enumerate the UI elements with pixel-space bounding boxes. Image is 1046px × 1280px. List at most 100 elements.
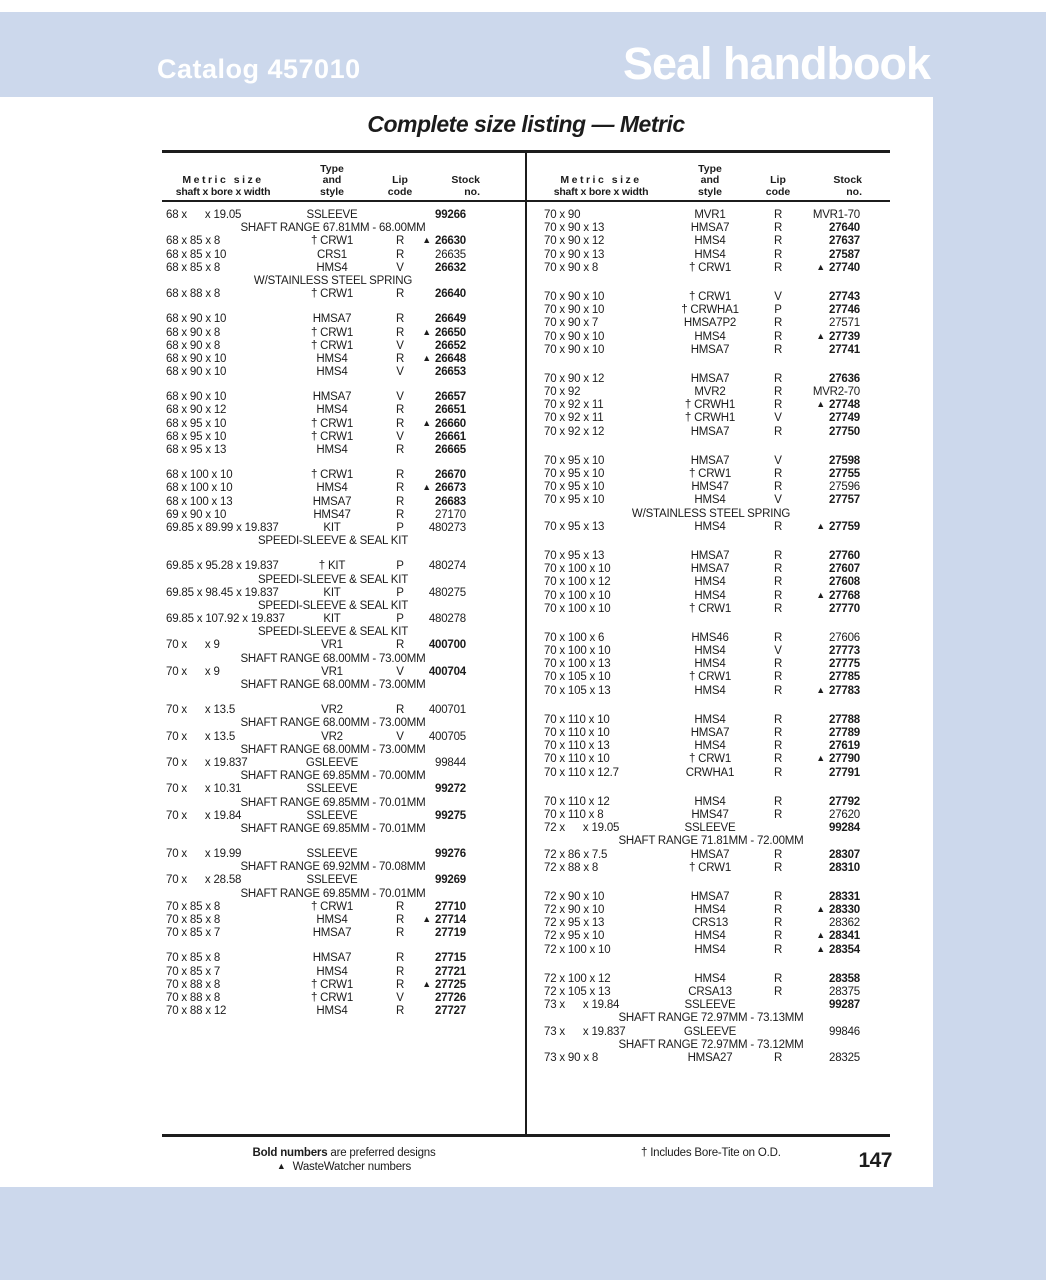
table-row: 68 x 88 x 8 † CRW1 R 26640 xyxy=(162,288,526,301)
wastewatcher-triangle-icon: ▲ xyxy=(422,978,432,989)
cell-type-style: HMS46 xyxy=(691,631,729,644)
cell-stock-no: ▲ 26660 xyxy=(422,417,466,430)
cell-lip-code: V xyxy=(396,430,404,443)
table-row: 70 x 90 x 12 HMSA7 R 27636 xyxy=(526,373,890,386)
cell-type-style: † CRW1 xyxy=(688,753,732,766)
cell-lip-code: R xyxy=(773,753,783,766)
cell-metric-size: 70 x 95 x 10 xyxy=(544,494,605,507)
table-row: 70 x 100 x 13 HMS4 R 27775 xyxy=(526,658,890,671)
cell-stock-no: 99844 xyxy=(435,756,466,769)
cell-stock-no: 400701 xyxy=(428,704,466,717)
row-group: 68 x 100 x 10 † CRW1 R 26670 68 x 100 x 10 HM… xyxy=(162,469,526,548)
wastewatcher-triangle-icon: ▲ xyxy=(816,330,826,341)
cell-metric-size: 70 x x 19.99 xyxy=(166,848,242,861)
note-row: W/STAINLESS STEEL SPRING xyxy=(631,507,791,520)
cell-stock-no: 27785 xyxy=(829,671,860,684)
cell-stock-no: 27606 xyxy=(829,631,860,644)
type-style-header: Type and style xyxy=(698,162,722,198)
table-row: 72 x 86 x 7.5 HMSA7 R 28307 xyxy=(526,849,890,862)
cell-type-style: HMSA7 xyxy=(690,549,730,562)
metric-size-header-label: Metric size xyxy=(182,174,264,186)
cell-stock-no: 400705 xyxy=(428,730,466,743)
cell-metric-size: 72 x 90 x 10 xyxy=(544,904,605,917)
cell-metric-size: 68 x 90 x 10 xyxy=(166,366,227,379)
cell-type-style: SSLEEVE xyxy=(306,783,358,796)
cell-lip-code: R xyxy=(773,1051,783,1064)
table-row: 70 x 100 x 10 † CRW1 R 27770 xyxy=(526,603,890,616)
cell-stock-no: MVR1-70 xyxy=(812,209,860,221)
cell-stock-no: 27757 xyxy=(829,494,860,507)
cell-type-style: HMSA7 xyxy=(312,952,352,965)
note-row: SHAFT RANGE 69.85MM - 70.01MM xyxy=(240,822,426,835)
cell-stock-no: 27749 xyxy=(829,412,860,425)
table-row: 68 x 95 x 10 † CRW1 R ▲ 26660 xyxy=(162,418,526,431)
table-row: 70 x 100 x 10 HMS4 R ▲ 27768 xyxy=(526,590,890,603)
cell-metric-size: 73 x 90 x 8 xyxy=(544,1051,599,1064)
cell-type-style: MVR2 xyxy=(694,386,726,399)
cell-stock-no: ▲ 27740 xyxy=(816,261,860,274)
table-row: 72 x 100 x 12 HMS4 R 28358 xyxy=(526,973,890,986)
cell-stock-no: 26632 xyxy=(435,261,466,274)
table-row: 70 x x 9 VR1 R 400700 xyxy=(162,639,526,652)
cell-type-style: † CRW1 xyxy=(688,290,732,303)
cell-stock-no: 27637 xyxy=(829,235,860,248)
cell-stock-no: 26683 xyxy=(435,495,466,508)
cell-lip-code: R xyxy=(395,952,405,965)
cell-type-style: † CRW1 xyxy=(688,671,732,684)
cell-stock-no: ▲ 26650 xyxy=(422,326,466,339)
table-row: 70 x x 19.99 SSLEEVE 99276 xyxy=(162,848,526,861)
cell-lip-code: R xyxy=(395,927,405,940)
table-row: 69 x 90 x 10 HMS47 R 27170 xyxy=(162,509,526,522)
page-number: 147 xyxy=(858,1149,892,1172)
cell-stock-no: 28325 xyxy=(829,1051,860,1064)
cell-metric-size: 69.85 x 95.28 x 19.837 xyxy=(166,560,279,573)
metric-size-header-sub: shaft x bore x width xyxy=(175,185,271,198)
cell-metric-size: 69.85 x 98.45 x 19.837 xyxy=(166,586,279,599)
cell-lip-code: R xyxy=(773,986,783,998)
cell-metric-size: 72 x 95 x 13 xyxy=(544,917,605,930)
cell-type-style: HMS4 xyxy=(316,261,348,274)
cell-lip-code: R xyxy=(773,917,783,930)
table-row: 70 x x 9 VR1 V 400704 xyxy=(162,666,526,679)
cell-type-style: MVR1 xyxy=(694,209,726,221)
cell-lip-code: R xyxy=(773,549,783,562)
table-row: 70 x 105 x 10 † CRW1 R 27785 xyxy=(526,671,890,684)
cell-type-style: GSLEEVE xyxy=(683,1025,737,1038)
cell-metric-size: 70 x 110 x 8 xyxy=(544,808,604,821)
cell-metric-size: 70 x x 19.84 xyxy=(166,809,242,822)
table-row: 70 x 92 x 11 † CRWH1 R ▲ 27748 xyxy=(526,399,890,412)
cell-lip-code: R xyxy=(773,222,783,235)
table-row: 70 x 88 x 12 HMS4 R 27727 xyxy=(162,1005,526,1018)
row-group: 70 x 90 x 12 HMSA7 R 27636 70 x 92 MVR2 R MVR2-… xyxy=(526,373,890,439)
legend-right: † Includes Bore-Tite on O.D. 147 xyxy=(526,1146,892,1174)
cell-type-style: HMS4 xyxy=(316,366,348,379)
note-row: SHAFT RANGE 69.85MM - 70.01MM xyxy=(240,796,426,809)
row-group: 70 x 90 x 10 † CRW1 V 27743 70 x 90 x 10 † CR… xyxy=(526,291,890,357)
cell-type-style: † KIT xyxy=(318,560,346,573)
cell-stock-no: 480275 xyxy=(428,586,466,599)
table-row: 70 x x 19.84 SSLEEVE 99275 xyxy=(162,810,526,823)
cell-metric-size: 70 x 90 x 12 xyxy=(544,372,605,385)
cell-type-style: CRS13 xyxy=(691,917,729,930)
table-row: 73 x x 19.84 SSLEEVE 99287 xyxy=(526,999,890,1012)
table-row: 69.85 x 107.92 x 19.837 KIT P 480278 xyxy=(162,613,526,626)
cell-metric-size: 70 x 110 x 12.7 xyxy=(544,766,619,779)
cell-lip-code: R xyxy=(773,386,783,399)
cell-stock-no: 27636 xyxy=(829,372,860,385)
cell-stock-no: 26670 xyxy=(435,469,466,482)
cell-metric-size: 68 x 85 x 8 xyxy=(166,261,221,274)
table-header-left: Metric size shaft x bore x width Type an… xyxy=(162,153,526,200)
cell-lip-code: V xyxy=(396,991,404,1004)
cell-stock-no: 27719 xyxy=(435,927,466,940)
table-row: 70 x 90 x 10 † CRW1 V 27743 xyxy=(526,291,890,304)
cell-stock-no: 28358 xyxy=(829,972,860,985)
cell-lip-code: V xyxy=(396,339,404,352)
table-body: 68 x x 19.05 SSLEEVE 99266 SHAFT RANGE 67.8… xyxy=(162,202,890,1081)
cell-stock-no: ▲ 26630 xyxy=(422,235,466,248)
cell-lip-code xyxy=(380,874,420,887)
table-row: 68 x 100 x 13 HMSA7 R 26683 xyxy=(162,496,526,509)
cell-type-style: GSLEEVE xyxy=(305,756,359,769)
cell-type-style: HMS47 xyxy=(313,508,351,521)
cell-type-style: KIT xyxy=(323,521,341,534)
